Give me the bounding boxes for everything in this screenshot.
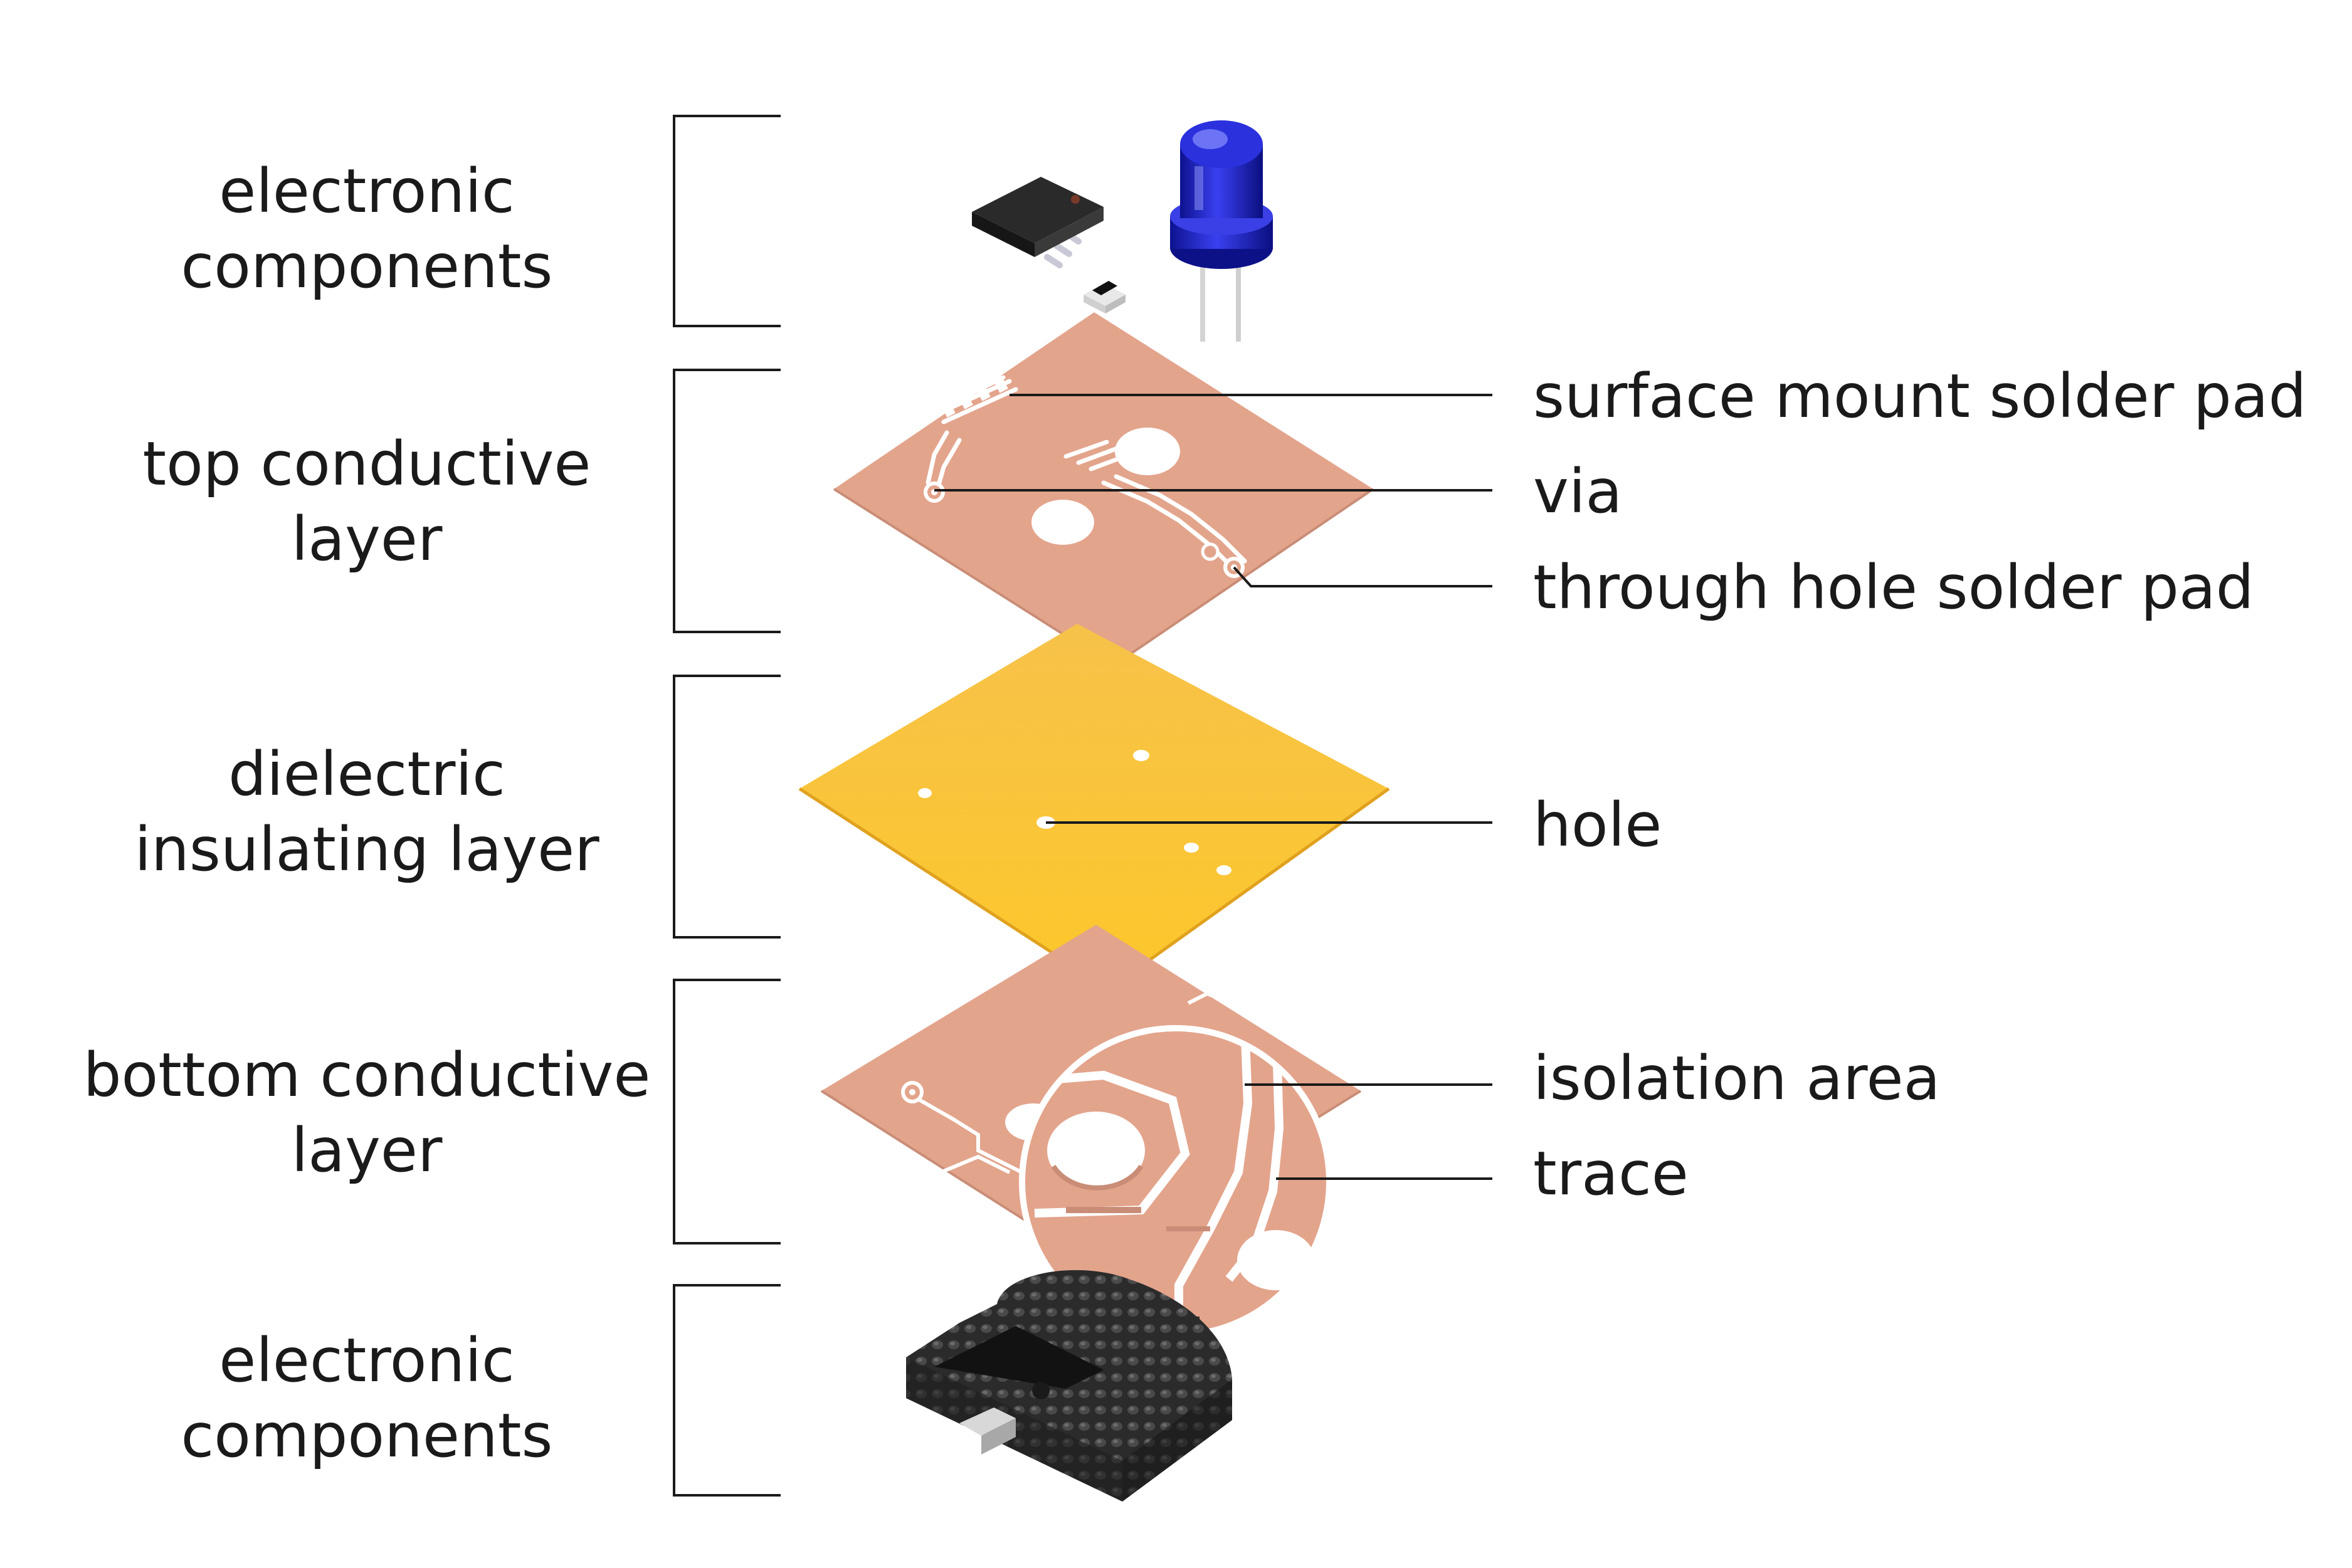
bracket-dielectric (673, 675, 781, 939)
led-icon (1170, 120, 1273, 342)
smd-resistor-icon (1084, 281, 1126, 313)
label-dielectric-layer: dielectric insulating layer (69, 737, 665, 887)
label-line: layer (291, 1115, 443, 1186)
label-line: components (181, 231, 553, 302)
callout-hole: hole (1533, 790, 1662, 860)
callout-via: via (1533, 456, 1623, 527)
label-line: top conductive (142, 429, 591, 499)
label-line: electronic (219, 156, 515, 226)
bracket-bottom-conductive (673, 979, 781, 1244)
callout-isolation-area: isolation area (1533, 1043, 1941, 1113)
label-line: bottom conductive (83, 1040, 651, 1110)
label-bottom-conductive-layer: bottom conductive layer (69, 1038, 665, 1188)
label-line: insulating layer (134, 814, 599, 885)
callout-through-hole-solder-pad: through hole solder pad (1533, 552, 2254, 623)
label-top-conductive-layer: top conductive layer (69, 426, 665, 577)
leader-through-hole (1233, 566, 1492, 587)
leader-lines (934, 394, 1492, 1180)
layer-brackets (673, 115, 781, 1497)
label-line: components (181, 1401, 553, 1471)
label-line: electronic (219, 1325, 515, 1396)
label-electronic-components-top: electronic components (69, 154, 665, 304)
bracket-electronic-top (673, 115, 781, 327)
label-line: layer (291, 504, 443, 574)
coin-cell-holder-icon (906, 1270, 1232, 1502)
bracket-top-conductive (673, 369, 781, 633)
bracket-electronic-bottom (673, 1284, 781, 1497)
label-line: dielectric (228, 739, 505, 809)
callout-trace: trace (1533, 1139, 1689, 1209)
callout-surface-mount-solder-pad: surface mount solder pad (1533, 361, 2307, 431)
soic-chip-icon (972, 177, 1104, 268)
label-electronic-components-bottom: electronic components (69, 1323, 665, 1473)
